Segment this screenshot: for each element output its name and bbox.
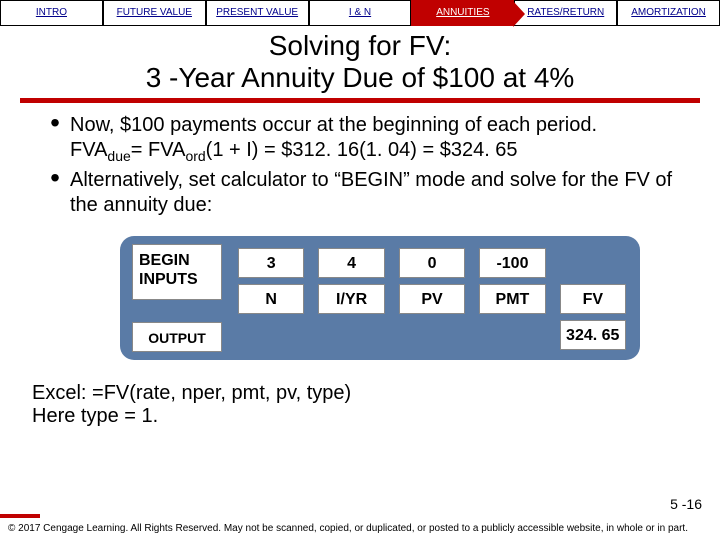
tab-present-value[interactable]: PRESENT VALUE — [206, 0, 309, 26]
calc-values-row: 3 4 0 -100 — [238, 248, 626, 278]
copyright: © 2017 Cengage Learning. All Rights Rese… — [8, 523, 688, 534]
title-underline — [20, 98, 700, 103]
begin-label-2: INPUTS — [139, 270, 215, 289]
calculator-panel: BEGIN INPUTS OUTPUT 3 4 0 -100 N I/YR PV… — [120, 236, 640, 360]
begin-label-1: BEGIN — [139, 251, 215, 270]
bullet-list: • Now, $100 payments occur at the beginn… — [40, 113, 680, 218]
bullet-2: Alternatively, set calculator to “BEGIN”… — [70, 168, 680, 218]
calc-labels-row: N I/YR PV PMT FV — [238, 284, 626, 314]
label-pv: PV — [399, 284, 465, 314]
bullet-dot: • — [40, 168, 70, 218]
label-iyr: I/YR — [318, 284, 384, 314]
label-pmt: PMT — [479, 284, 545, 314]
bullet-1b-pre: FVA — [70, 139, 107, 161]
excel-line-2: Here type = 1. — [32, 405, 720, 428]
nav-tabs: INTRO FUTURE VALUE PRESENT VALUE I & N A… — [0, 0, 720, 26]
result-fv: 324. 65 — [560, 320, 626, 350]
tab-amortization[interactable]: AMORTIZATION — [617, 0, 720, 26]
tab-annuities[interactable]: ANNUITIES — [411, 0, 514, 26]
title-line-1: Solving for FV: — [0, 30, 720, 62]
tab-intro[interactable]: INTRO — [0, 0, 103, 26]
bullet-1b-mid: = FVA — [131, 139, 186, 161]
bullet-1b-sub1: due — [107, 148, 130, 164]
bullet-1b-post: (1 + I) = $312. 16(1. 04) = $324. 65 — [206, 139, 518, 161]
tab-rates-return[interactable]: RATES/RETURN — [514, 0, 617, 26]
title-line-2: 3 -Year Annuity Due of $100 at 4% — [0, 62, 720, 94]
slide-title: Solving for FV: 3 -Year Annuity Due of $… — [0, 30, 720, 94]
label-n: N — [238, 284, 304, 314]
excel-note: Excel: =FV(rate, nper, pmt, pv, type) He… — [32, 382, 720, 428]
output-box: OUTPUT — [132, 322, 222, 352]
value-n: 3 — [238, 248, 304, 278]
footer-accent-bar — [0, 514, 40, 518]
label-fv: FV — [560, 284, 626, 314]
tab-i-and-n[interactable]: I & N — [309, 0, 412, 26]
calc-result-row: 324. 65 — [238, 320, 626, 350]
bullet-1a: Now, $100 payments occur at the beginnin… — [70, 114, 597, 136]
value-pv: 0 — [399, 248, 465, 278]
bullet-1: Now, $100 payments occur at the beginnin… — [70, 113, 680, 166]
tab-future-value[interactable]: FUTURE VALUE — [103, 0, 206, 26]
bullet-1b-sub2: ord — [185, 148, 205, 164]
value-iyr: 4 — [318, 248, 384, 278]
page-number: 5 -16 — [670, 496, 702, 512]
begin-inputs-box: BEGIN INPUTS — [132, 244, 222, 300]
value-pmt: -100 — [479, 248, 545, 278]
bullet-dot: • — [40, 113, 70, 166]
excel-line-1: Excel: =FV(rate, nper, pmt, pv, type) — [32, 382, 720, 405]
